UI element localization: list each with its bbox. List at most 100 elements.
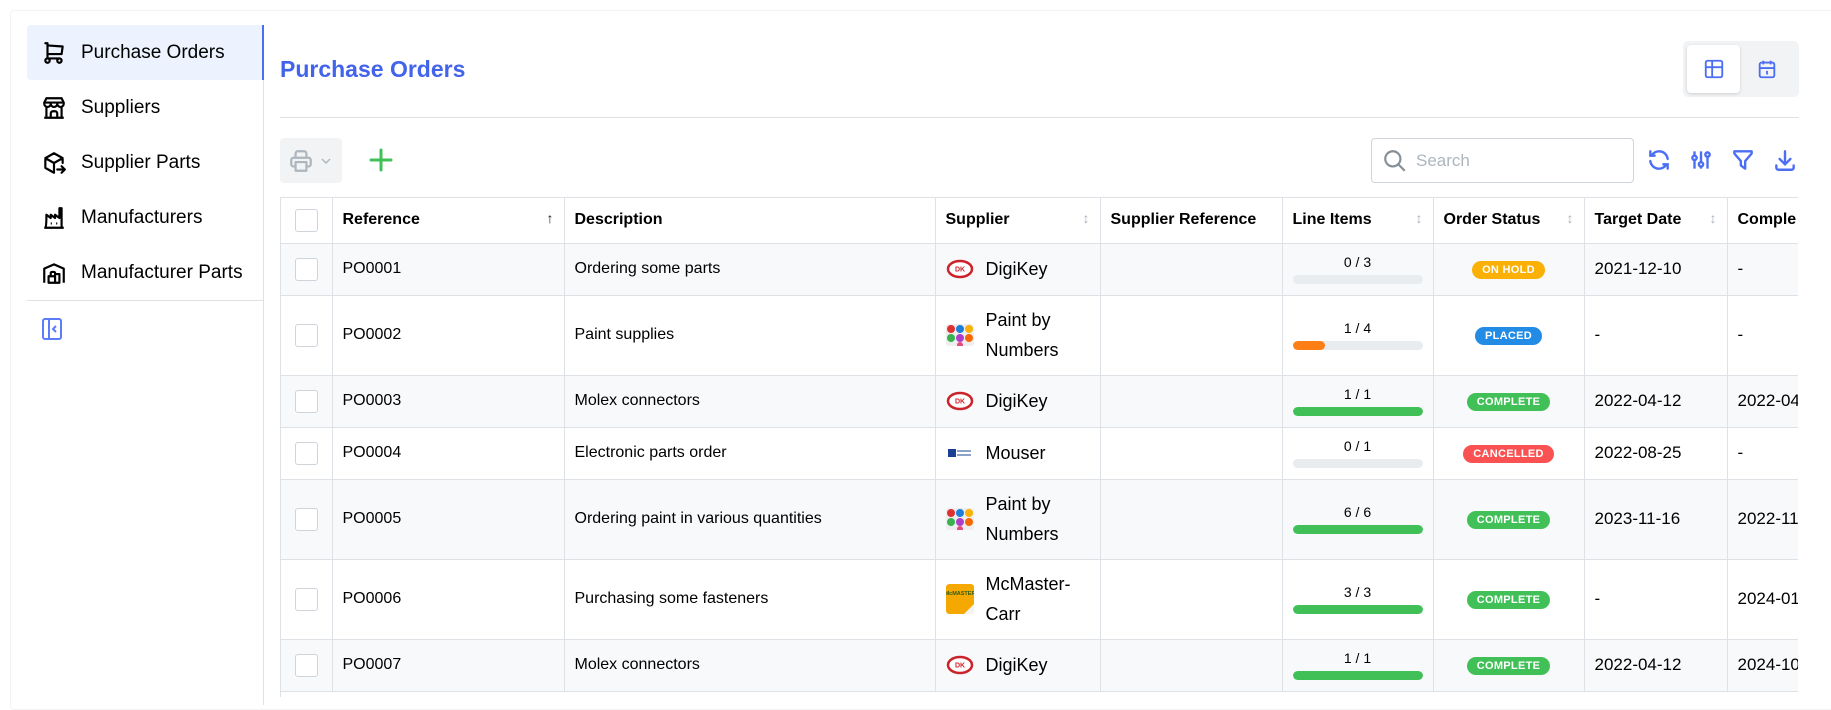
download-button[interactable] bbox=[1771, 145, 1799, 175]
status-badge: PLACED bbox=[1474, 326, 1543, 345]
table-row[interactable]: PO0002 Paint supplies Paint by Numbers 1… bbox=[281, 295, 1798, 376]
row-checkbox[interactable] bbox=[294, 323, 318, 347]
column-header-complete[interactable]: Comple bbox=[1727, 198, 1798, 244]
row-checkbox[interactable] bbox=[294, 441, 318, 465]
sidebar-item-manufacturer-parts[interactable]: Manufacturer Parts bbox=[27, 245, 263, 300]
table-row[interactable]: PO0001 Ordering some parts DK DigiKey 0 /… bbox=[281, 243, 1798, 296]
status-cell: COMPLETE bbox=[1433, 559, 1585, 640]
sidebar-item-purchase-orders[interactable]: Purchase Orders bbox=[27, 25, 264, 80]
column-label: Description bbox=[574, 211, 663, 229]
line-items-cell: 3 / 3 bbox=[1282, 559, 1434, 640]
column-header-reference[interactable]: Reference ↑ bbox=[332, 198, 565, 244]
row-select-cell bbox=[281, 243, 333, 296]
target-date-cell: - bbox=[1584, 295, 1728, 376]
table-view-button[interactable] bbox=[1687, 45, 1740, 93]
sidebar-collapse-icon[interactable] bbox=[41, 317, 63, 341]
row-checkbox[interactable] bbox=[294, 257, 318, 281]
chevron-down-icon bbox=[321, 158, 331, 164]
search-box bbox=[1371, 138, 1634, 183]
complete-date-cell: 2024-01 bbox=[1727, 559, 1798, 640]
column-header-line-items[interactable]: Line Items ↕ bbox=[1282, 198, 1434, 244]
progress-bar bbox=[1292, 459, 1423, 468]
progress-fill bbox=[1292, 605, 1423, 614]
target-date-cell: 2022-04-12 bbox=[1584, 375, 1728, 428]
line-items-count: 1 / 4 bbox=[1343, 320, 1372, 336]
search-input[interactable] bbox=[1416, 150, 1616, 171]
table-row[interactable]: PO0005 Ordering paint in various quantit… bbox=[281, 479, 1798, 560]
supplier-name: Mouser bbox=[985, 443, 1046, 463]
reference-cell: PO0003 bbox=[332, 375, 565, 428]
description-cell: Paint supplies bbox=[564, 295, 936, 376]
row-select-cell bbox=[281, 559, 333, 640]
description-cell: Purchasing some fasteners bbox=[564, 559, 936, 640]
reference-cell: PO0007 bbox=[332, 639, 565, 692]
progress-bar bbox=[1292, 407, 1423, 416]
add-purchase-order-button[interactable] bbox=[366, 145, 396, 175]
target-date-cell: 2021-12-10 bbox=[1584, 243, 1728, 296]
line-items-cell: 6 / 6 bbox=[1282, 479, 1434, 560]
line-items-cell: 0 / 1 bbox=[1282, 427, 1434, 480]
sidebar: Purchase Orders Suppliers Supplier Parts… bbox=[27, 25, 264, 705]
filter-button[interactable] bbox=[1729, 145, 1757, 175]
sidebar-item-manufacturers[interactable]: Manufacturers bbox=[27, 190, 263, 245]
status-badge: COMPLETE bbox=[1466, 590, 1551, 609]
paint-by-numbers-logo bbox=[945, 324, 974, 346]
sidebar-divider bbox=[27, 300, 263, 301]
refresh-button[interactable] bbox=[1645, 145, 1673, 175]
svg-text:DK: DK bbox=[954, 267, 964, 274]
purchase-orders-table: Reference ↑ Description Supplier ↕ Supplie… bbox=[280, 197, 1798, 697]
building-factory-icon bbox=[44, 206, 64, 229]
row-checkbox[interactable] bbox=[294, 587, 318, 611]
line-items-count: 0 / 3 bbox=[1343, 254, 1372, 270]
supplier-cell[interactable]: DK DigiKey bbox=[935, 639, 1101, 692]
paint-by-numbers-logo bbox=[945, 508, 974, 530]
page-title: Purchase Orders bbox=[280, 56, 466, 82]
column-header-description[interactable]: Description bbox=[564, 198, 936, 244]
complete-date-cell: - bbox=[1727, 427, 1798, 480]
target-date-cell: 2022-04-12 bbox=[1584, 639, 1728, 692]
supplier-cell[interactable]: Paint by Numbers bbox=[935, 479, 1101, 560]
row-checkbox[interactable] bbox=[294, 653, 318, 677]
column-label: Supplier Reference bbox=[1110, 211, 1257, 229]
line-items-count: 0 / 1 bbox=[1343, 438, 1372, 454]
table-row[interactable]: PO0006 Purchasing some fasteners McMASTE… bbox=[281, 559, 1798, 640]
supplier-cell[interactable]: McMASTER McMaster-Carr bbox=[935, 559, 1101, 640]
supplier-cell[interactable]: Paint by Numbers bbox=[935, 295, 1101, 376]
row-checkbox[interactable] bbox=[294, 507, 318, 531]
supplier-reference-cell bbox=[1100, 295, 1283, 376]
line-items-cell: 0 / 3 bbox=[1282, 243, 1434, 296]
column-settings-button[interactable] bbox=[1687, 145, 1715, 175]
sidebar-item-label: Manufacturer Parts bbox=[81, 261, 243, 283]
table-row[interactable]: PO0004 Electronic parts order Mouser 0 /… bbox=[281, 427, 1798, 480]
supplier-cell[interactable]: DK DigiKey bbox=[935, 243, 1101, 296]
table-row[interactable]: PO0007 Molex connectors DK DigiKey 1 / 1 … bbox=[281, 639, 1798, 692]
supplier-cell[interactable]: DK DigiKey bbox=[935, 375, 1101, 428]
target-date-cell: 2022-08-25 bbox=[1584, 427, 1728, 480]
supplier-cell[interactable]: Mouser bbox=[935, 427, 1101, 480]
supplier-name: DigiKey bbox=[985, 391, 1048, 411]
status-cell: ON HOLD bbox=[1433, 243, 1585, 296]
table-row[interactable]: PO0003 Molex connectors DK DigiKey 1 / 1 … bbox=[281, 375, 1798, 428]
building-store-icon bbox=[43, 96, 65, 119]
column-header-supplier[interactable]: Supplier ↕ bbox=[935, 198, 1101, 244]
status-cell: COMPLETE bbox=[1433, 479, 1585, 560]
complete-date-cell: 2022-04 bbox=[1727, 375, 1798, 428]
sidebar-item-supplier-parts[interactable]: Supplier Parts bbox=[27, 135, 263, 190]
sidebar-item-suppliers[interactable]: Suppliers bbox=[27, 80, 263, 135]
line-items-count: 1 / 1 bbox=[1343, 386, 1372, 402]
supplier-name: McMaster-Carr bbox=[985, 574, 1071, 624]
column-header-supplier-reference[interactable]: Supplier Reference bbox=[1100, 198, 1283, 244]
select-all-checkbox[interactable] bbox=[294, 208, 318, 232]
row-checkbox[interactable] bbox=[294, 389, 318, 413]
calendar-view-button[interactable] bbox=[1740, 45, 1793, 93]
complete-date-cell: - bbox=[1727, 295, 1798, 376]
complete-date-cell: - bbox=[1727, 243, 1798, 296]
reference-cell: PO0005 bbox=[332, 479, 565, 560]
filter-icon bbox=[1733, 150, 1753, 170]
column-header-order-status[interactable]: Order Status ↕ bbox=[1433, 198, 1585, 244]
print-menu-button[interactable] bbox=[280, 138, 342, 183]
reference-cell: PO0001 bbox=[332, 243, 565, 296]
column-header-target-date[interactable]: Target Date ↕ bbox=[1584, 198, 1728, 244]
reference-cell: PO0006 bbox=[332, 559, 565, 640]
refresh-icon bbox=[1649, 150, 1669, 170]
